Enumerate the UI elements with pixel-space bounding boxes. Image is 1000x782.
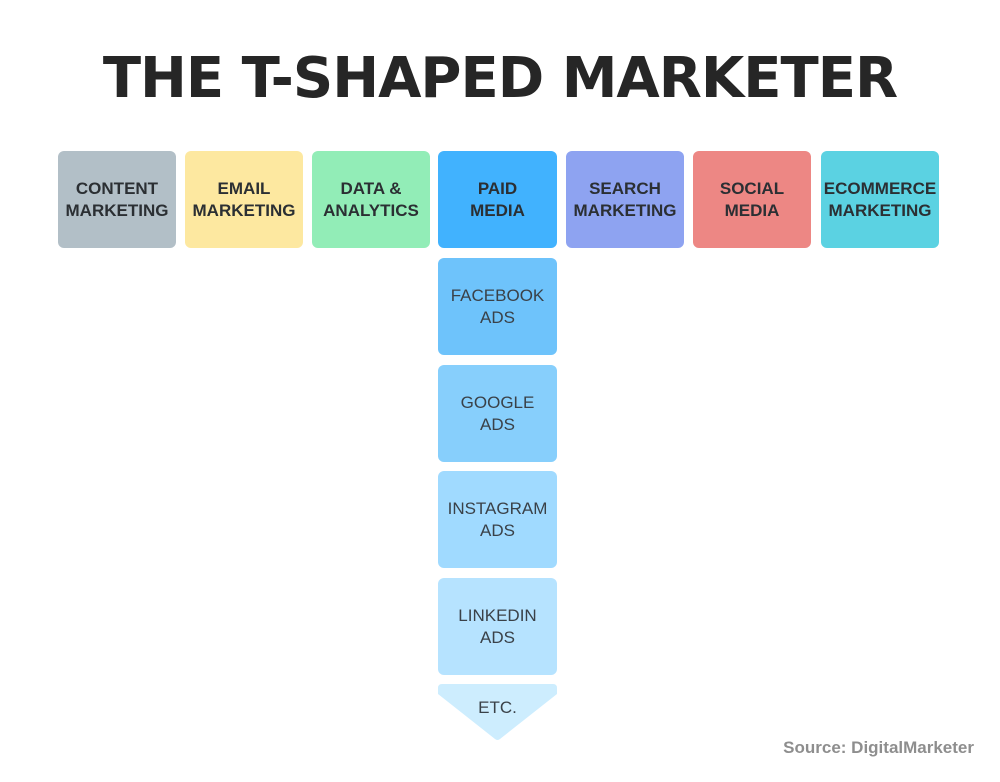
page-title: THE T-SHAPED MARKETER — [102, 46, 898, 111]
discipline-label-line1: CONTENT — [75, 178, 159, 198]
depth-label-line2: ADS — [480, 307, 515, 327]
discipline-social-media: SOCIAL MEDIA — [693, 151, 811, 248]
discipline-label-line2: MARKETING — [573, 200, 677, 220]
discipline-content-marketing: CONTENT MARKETING — [58, 151, 176, 248]
discipline-label-line1: DATA & — [340, 178, 402, 198]
discipline-label-line2: MARKETING — [65, 200, 169, 220]
discipline-label-line2: MEDIA — [724, 200, 780, 220]
depth-label-line2: ADS — [480, 520, 515, 540]
depth-label-line1: LINKEDIN — [458, 605, 537, 625]
source-credit: Source: DigitalMarketer — [783, 738, 974, 757]
discipline-label-line1: SEARCH — [589, 178, 661, 198]
etc-label: ETC. — [478, 698, 517, 717]
depth-etc-arrow: ETC. — [438, 684, 557, 740]
depth-google-ads: GOOGLE ADS — [438, 365, 557, 462]
discipline-label-line1: EMAIL — [217, 178, 271, 198]
discipline-paid-media: PAID MEDIA — [438, 151, 557, 248]
depth-facebook-ads: FACEBOOK ADS — [438, 258, 557, 355]
discipline-label-line1: SOCIAL — [719, 178, 785, 198]
discipline-label-line2: MARKETING — [192, 200, 296, 220]
depth-label-line2: ADS — [480, 627, 515, 647]
depth-label-line1: GOOGLE — [460, 392, 535, 412]
discipline-ecommerce-marketing: ECOMMERCE MARKETING — [821, 151, 939, 248]
discipline-search-marketing: SEARCH MARKETING — [566, 151, 684, 248]
depth-label-line2: ADS — [480, 414, 515, 434]
discipline-label-line2: MARKETING — [828, 200, 932, 220]
arrow-down-shape — [438, 684, 557, 740]
depth-label-line1: FACEBOOK — [450, 285, 545, 305]
depth-linkedin-ads: LINKEDIN ADS — [438, 578, 557, 675]
discipline-label-line1: ECOMMERCE — [823, 178, 937, 198]
depth-instagram-ads: INSTAGRAM ADS — [438, 471, 557, 568]
depth-label-line1: INSTAGRAM — [447, 498, 548, 518]
discipline-email-marketing: EMAIL MARKETING — [185, 151, 303, 248]
discipline-label-line2: MEDIA — [470, 200, 525, 220]
discipline-data-analytics: DATA & ANALYTICS — [312, 151, 430, 248]
discipline-label-line2: ANALYTICS — [323, 200, 419, 220]
discipline-label-line1: PAID — [477, 178, 518, 198]
